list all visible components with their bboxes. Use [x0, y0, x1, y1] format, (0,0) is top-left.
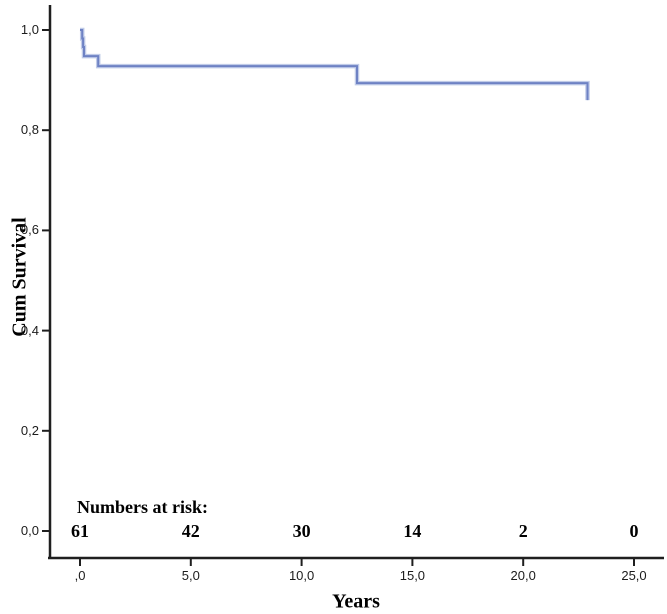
y-tick-label: 0,2 — [20, 422, 39, 438]
x-tick-label: ,0 — [74, 568, 86, 583]
survival-curve-halo — [79, 27, 590, 101]
x-tick-label: 5,0 — [181, 568, 200, 583]
x-tick-label: 25,0 — [621, 568, 647, 583]
y-tick-label: 0,8 — [20, 122, 39, 138]
x-tick-label: 15,0 — [399, 568, 426, 583]
numbers-at-risk-label: Numbers at risk: — [77, 497, 208, 517]
y-tick-label: 0,6 — [20, 222, 39, 238]
x-axis-ticks — [79, 558, 635, 566]
risk-count: 0 — [629, 521, 639, 541]
risk-count: 61 — [71, 521, 89, 541]
x-tick-label: 20,0 — [510, 568, 536, 583]
y-axis-ticks — [42, 29, 50, 532]
y-tick-label: 1,0 — [20, 22, 39, 37]
x-axis-title: Years — [332, 590, 380, 613]
risk-count: 2 — [518, 521, 528, 541]
risk-count: 14 — [403, 521, 422, 541]
x-tick-label: 10,0 — [288, 568, 315, 583]
y-tick-label: 0,0 — [20, 523, 39, 538]
survival-curve — [80, 29, 589, 101]
risk-count: 42 — [181, 521, 200, 541]
risk-count: 30 — [292, 521, 311, 541]
y-tick-label: 0,4 — [20, 322, 39, 338]
